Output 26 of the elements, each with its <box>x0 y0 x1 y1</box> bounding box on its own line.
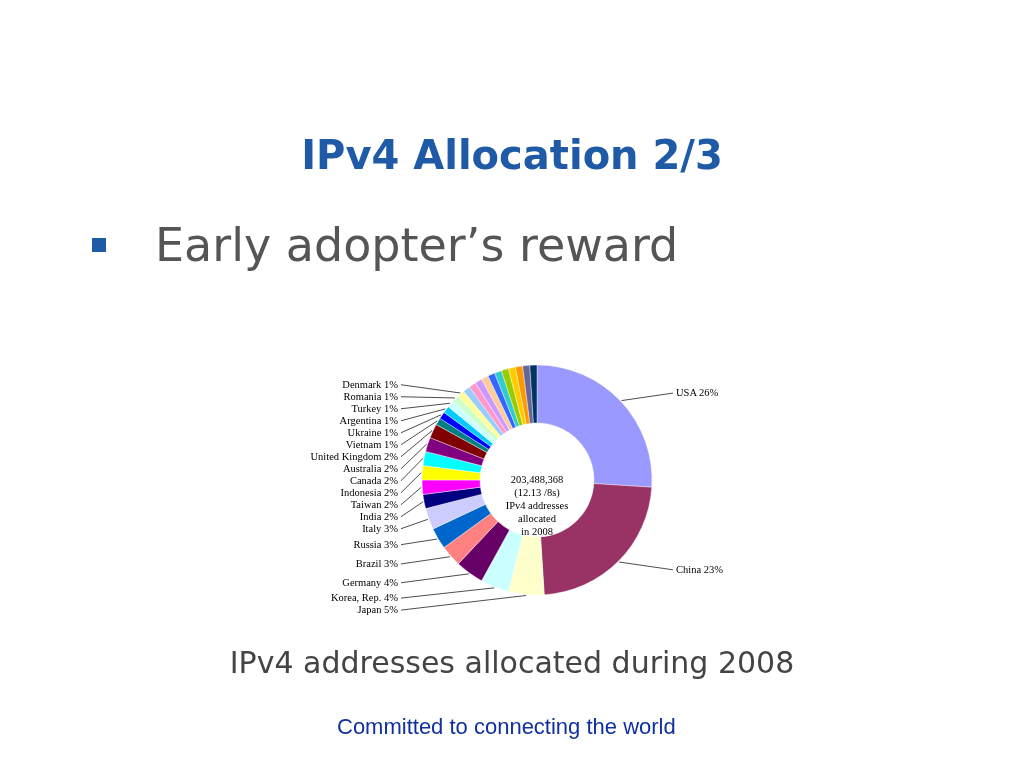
slice-label: Denmark 1% <box>342 378 399 390</box>
slice-label: China 23% <box>676 563 724 575</box>
slice-label: Turkey 1% <box>351 402 399 414</box>
text: 203,488,368 (12.13 /8s) IPv4 addresses allocated in 2008 <box>505 474 569 537</box>
slice-label: Taiwan 2% <box>350 498 399 510</box>
slice-label: Argentina 1% <box>339 414 399 426</box>
slice-label: Germany 4% <box>342 576 399 588</box>
slice-label: Brazil 3% <box>355 557 399 569</box>
slice-label: Romania 1% <box>343 390 399 402</box>
slice-label: Vietnam 1% <box>345 438 399 450</box>
text: Committed to connecting the world <box>337 714 676 740</box>
slice-label: Australia 2% <box>342 462 399 474</box>
slice-label: Japan 5% <box>357 604 399 616</box>
slice-label: Italy 3% <box>362 522 399 534</box>
slice-label: USA 26% <box>676 387 719 399</box>
chart-title: IPv4 Allocation 2/3 <box>300 132 724 178</box>
slice-label: Russia 3% <box>353 538 399 550</box>
slice-label: Indonesia 2% <box>340 486 399 498</box>
donut-slice <box>452 395 499 442</box>
chart-subtitle: Early adopter’s reward <box>155 218 679 272</box>
text: IPv4 addresses allocated during 2008 <box>228 645 796 680</box>
slice-label: Korea, Rep. 4% <box>330 592 399 604</box>
slice-label: Canada 2% <box>349 474 399 486</box>
slice-label: Ukraine 1% <box>347 426 399 438</box>
slice-label: India 2% <box>359 510 399 522</box>
slice-label: United Kingdom 2% <box>310 450 399 462</box>
